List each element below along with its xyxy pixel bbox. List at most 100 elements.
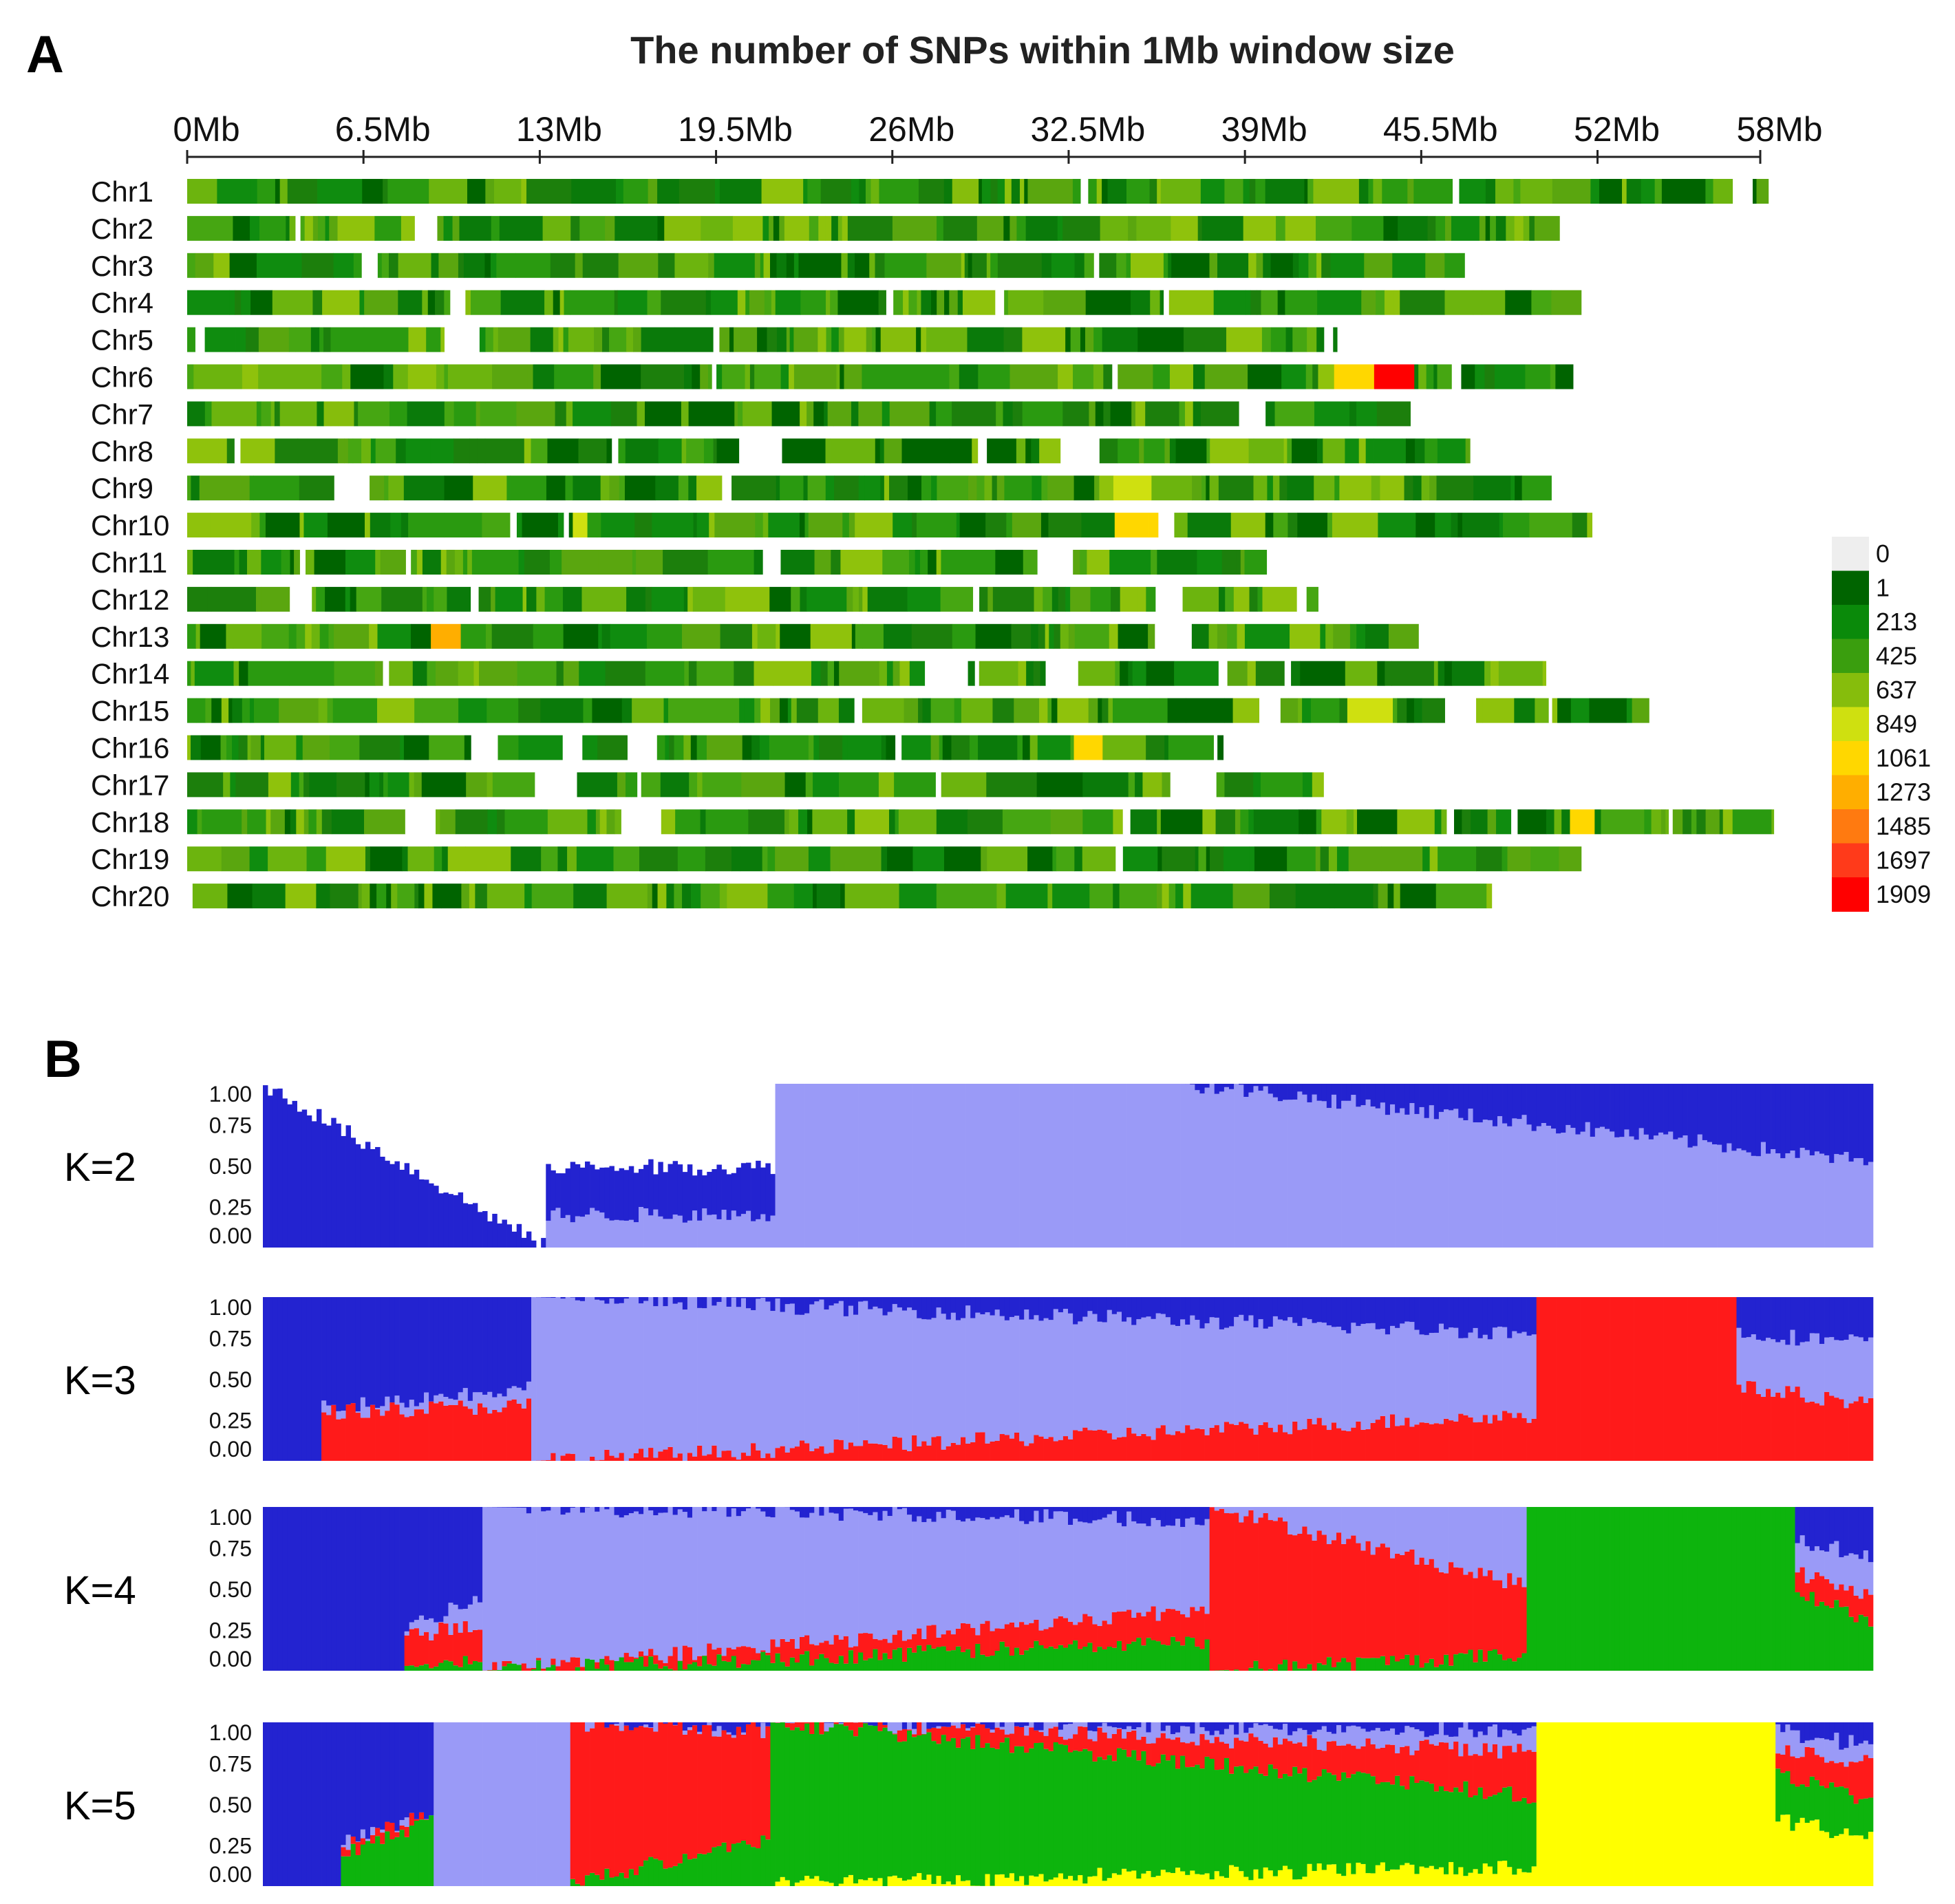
admixture-bar: [623, 1725, 630, 1879]
admixture-bar: [829, 1084, 834, 1248]
admixture-bar: [1034, 1619, 1039, 1641]
admixture-bar: [1292, 1879, 1298, 1886]
snp-window: [226, 438, 235, 464]
admixture-bar: [1844, 1507, 1849, 1556]
admixture-bar: [1351, 1745, 1356, 1775]
snp-window: [241, 290, 251, 315]
admixture-bar: [882, 1510, 888, 1639]
admixture-bar: [726, 1852, 732, 1886]
snp-window: [1626, 698, 1632, 723]
admixture-bar: [370, 1843, 376, 1886]
admixture-bar: [317, 1722, 322, 1886]
snp-window: [1312, 772, 1324, 798]
snp-window: [1088, 179, 1098, 204]
admixture-bar: [1868, 1562, 1874, 1595]
admixture-bar: [370, 1297, 376, 1405]
admixture-bar: [1068, 1722, 1073, 1724]
admixture-bar: [1444, 1084, 1449, 1110]
snp-window: [1184, 401, 1194, 427]
admixture-bar: [1165, 1297, 1171, 1318]
admixture-bar: [716, 1654, 722, 1671]
snp-window: [323, 401, 332, 427]
admixture-bar: [687, 1664, 693, 1671]
snp-window: [956, 513, 961, 538]
snp-window: [482, 513, 511, 538]
admixture-bar: [1219, 1734, 1225, 1742]
admixture-bar: [970, 1521, 976, 1628]
admixture-bar: [736, 1507, 742, 1517]
admixture-bar: [1395, 1084, 1400, 1113]
snp-window: [384, 475, 389, 501]
admixture-bar: [306, 1115, 312, 1248]
snp-window: [1444, 253, 1460, 278]
admixture-bar: [677, 1215, 683, 1248]
admixture-bar: [1438, 1111, 1444, 1248]
admixture-bar: [1087, 1297, 1093, 1312]
admixture-bar: [1746, 1507, 1752, 1671]
admixture-bar: [1707, 1142, 1713, 1248]
admixture-bar: [443, 1297, 449, 1398]
admixture-bar: [1234, 1084, 1239, 1248]
snp-window: [1078, 364, 1094, 389]
snp-window: [981, 179, 991, 204]
admixture-bar: [780, 1638, 786, 1662]
admixture-bar: [1102, 1881, 1108, 1886]
snp-window: [516, 401, 555, 427]
admixture-bar: [497, 1669, 502, 1671]
snp-window: [961, 846, 981, 872]
admixture-bar: [1258, 1722, 1263, 1726]
admixture-bar: [1678, 1084, 1683, 1138]
snp-window: [920, 550, 928, 575]
snp-window: [213, 253, 231, 278]
admixture-bar: [760, 1835, 766, 1886]
admixture-bar: [1316, 1100, 1323, 1248]
admixture-bar: [623, 1662, 630, 1671]
admixture-bar: [301, 1722, 308, 1886]
admixture-bar: [555, 1507, 561, 1667]
admixture-bar: [731, 1210, 737, 1248]
snp-window: [1713, 179, 1733, 204]
admixture-bar: [663, 1662, 668, 1667]
admixture-bar: [1292, 1099, 1298, 1248]
admixture-bar: [824, 1731, 829, 1882]
admixture-bar: [1336, 1532, 1342, 1662]
admixture-bar: [1438, 1572, 1444, 1665]
admixture-bar: [1409, 1665, 1415, 1671]
admixture-bar: [1722, 1297, 1727, 1461]
admixture-bar: [1414, 1729, 1420, 1751]
admixture-bar: [1058, 1729, 1064, 1737]
snp-window: [403, 475, 445, 501]
snp-window: [731, 846, 740, 872]
snp-window: [884, 253, 927, 278]
snp-window: [986, 253, 991, 278]
admixture-bar: [560, 1298, 566, 1456]
admixture-bar: [1755, 1507, 1762, 1671]
admixture-bar: [336, 1411, 341, 1420]
snp-window: [275, 179, 281, 204]
snp-window: [288, 327, 297, 352]
snp-window: [952, 179, 960, 204]
snp-window: [247, 735, 251, 760]
admixture-bar: [1663, 1134, 1669, 1248]
snp-window: [1462, 513, 1500, 538]
admixture-bar: [506, 1663, 512, 1671]
admixture-bar: [994, 1874, 1001, 1886]
snp-window: [1022, 327, 1066, 352]
admixture-bar: [1682, 1135, 1688, 1248]
snp-window: [713, 327, 720, 352]
admixture-bar: [1078, 1622, 1083, 1649]
snp-window: [1521, 475, 1552, 501]
admixture-bar: [726, 1732, 732, 1735]
admixture-bar: [1799, 1342, 1806, 1398]
snp-window: [740, 846, 763, 872]
admixture-bar: [1165, 1507, 1171, 1526]
snp-window: [770, 698, 780, 723]
admixture-bar: [1331, 1741, 1337, 1775]
admixture-bar: [1058, 1312, 1064, 1440]
admixture-bar: [268, 1297, 273, 1461]
snp-window: [943, 846, 961, 872]
admixture-bar: [1419, 1297, 1424, 1335]
admixture-bar: [1307, 1319, 1312, 1419]
admixture-bar: [341, 1418, 346, 1461]
admixture-bar: [619, 1453, 625, 1461]
